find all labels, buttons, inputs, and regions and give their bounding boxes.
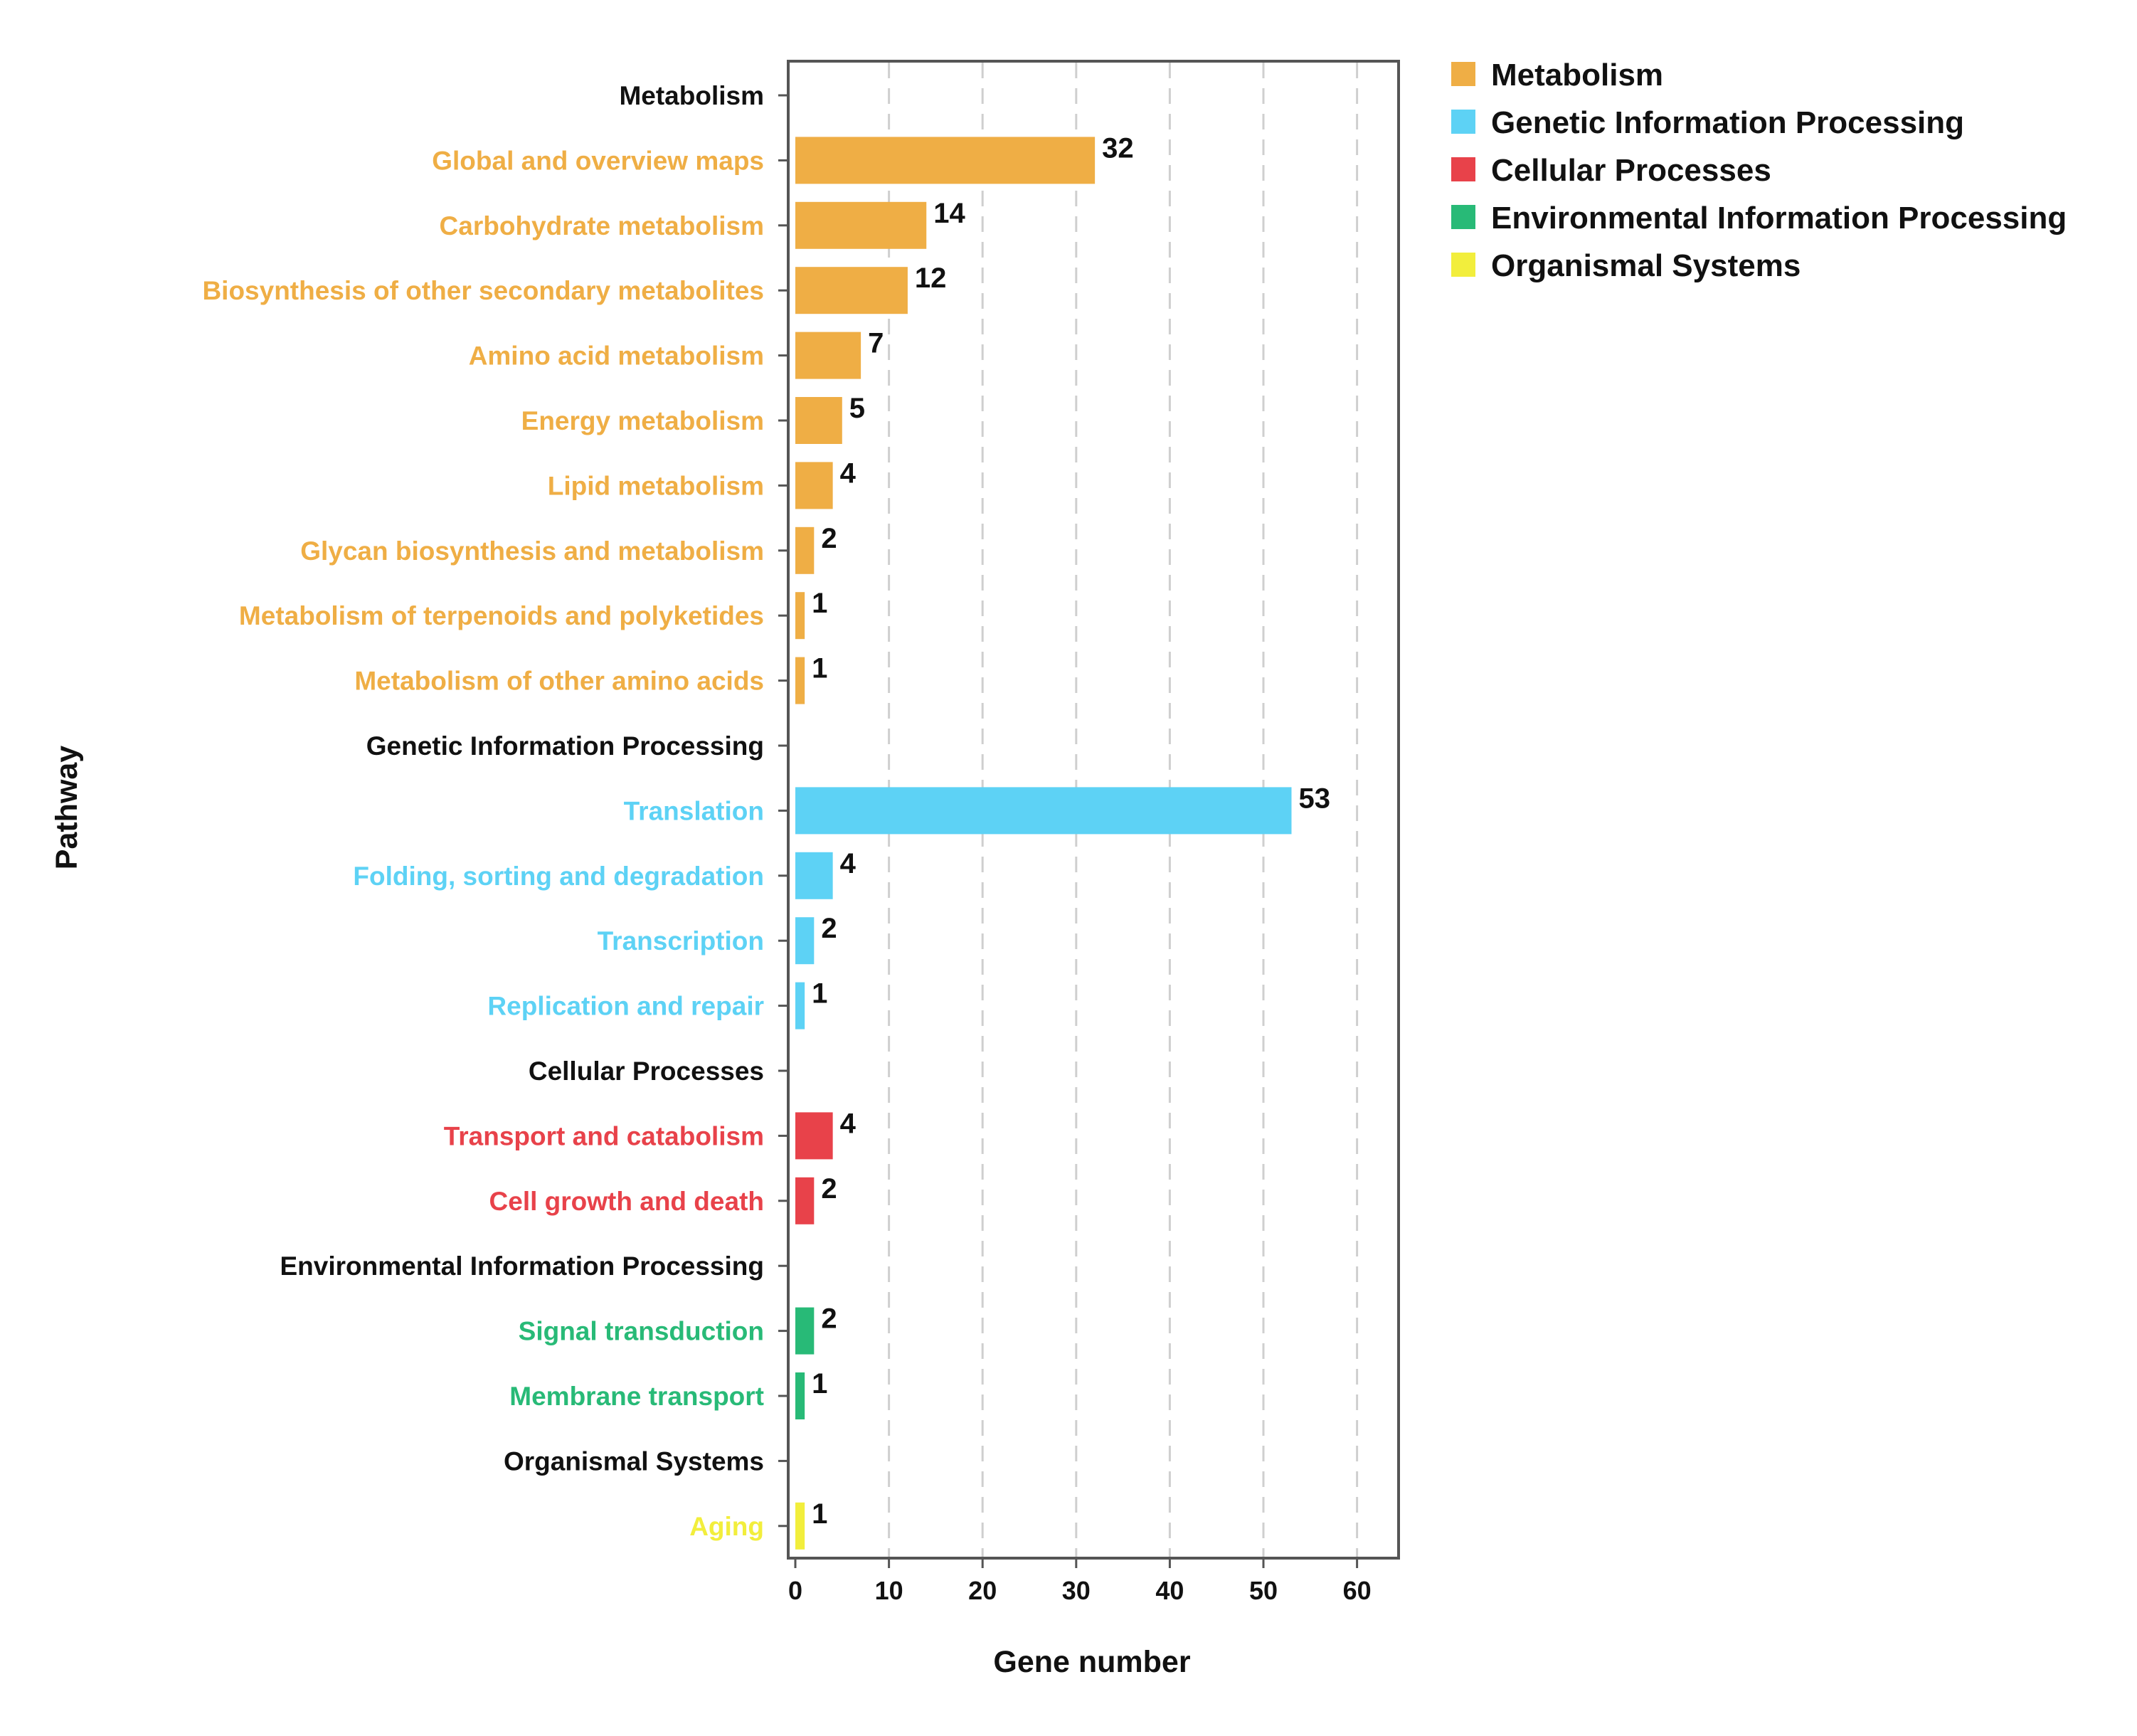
value-label: 1 — [812, 588, 827, 619]
value-label: 2 — [821, 1303, 837, 1335]
bar — [795, 332, 861, 379]
bar — [795, 1307, 815, 1355]
x-axis-ticks: 0 10 20 30 40 50 60 — [788, 1558, 1372, 1605]
value-label: 1 — [812, 978, 827, 1010]
value-label: 2 — [821, 523, 837, 554]
x-tick-label: 0 — [788, 1576, 802, 1605]
x-tick-label: 30 — [1062, 1576, 1091, 1605]
group-header-label: Organismal Systems — [504, 1446, 764, 1476]
legend-label: Organismal Systems — [1491, 248, 1801, 283]
legend-swatch — [1451, 62, 1475, 86]
y-axis-title: Pathway — [50, 746, 84, 870]
bar — [795, 137, 1096, 184]
bar — [795, 267, 908, 314]
legend: Metabolism Genetic Information Processing… — [1451, 58, 2067, 283]
group-header-label: Environmental Information Processing — [280, 1251, 764, 1281]
legend-label: Metabolism — [1491, 58, 1663, 92]
value-label: 4 — [840, 848, 857, 879]
bar — [795, 1372, 805, 1419]
category-label: Carbohydrate metabolism — [440, 211, 764, 240]
value-label: 4 — [840, 457, 857, 489]
legend-label: Environmental Information Processing — [1491, 201, 2067, 235]
value-label: 2 — [821, 913, 837, 944]
legend-swatch — [1451, 253, 1475, 277]
bar — [795, 917, 815, 965]
x-tick-label: 50 — [1249, 1576, 1278, 1605]
category-label: Amino acid metabolism — [469, 342, 764, 371]
category-label: Metabolism of terpenoids and polyketides — [239, 601, 764, 630]
category-label: Signal transduction — [519, 1317, 764, 1346]
value-label: 32 — [1102, 132, 1134, 164]
legend-swatch — [1451, 205, 1475, 229]
group-header-label: Metabolism — [619, 81, 764, 110]
group-header-label: Cellular Processes — [529, 1057, 764, 1086]
x-tick-label: 20 — [968, 1576, 997, 1605]
category-label: Glycan biosynthesis and metabolism — [300, 536, 764, 566]
bar — [795, 592, 805, 640]
category-label: Cell growth and death — [489, 1187, 764, 1216]
bar — [795, 657, 805, 704]
category-label: Folding, sorting and degradation — [353, 862, 764, 891]
category-label: Membrane transport — [509, 1382, 764, 1411]
legend-swatch — [1451, 157, 1475, 181]
value-label: 5 — [849, 393, 865, 424]
value-label: 4 — [840, 1108, 857, 1139]
category-label: Metabolism of other amino acids — [354, 667, 764, 696]
legend-swatch — [1451, 110, 1475, 134]
bar — [795, 1177, 815, 1224]
bar — [795, 1112, 833, 1160]
category-label: Replication and repair — [487, 992, 764, 1021]
category-label: Global and overview maps — [432, 146, 764, 175]
bars — [795, 137, 1292, 1550]
bar — [795, 787, 1292, 835]
category-label: Aging — [689, 1512, 764, 1541]
bar — [795, 201, 927, 249]
x-axis-title: Gene number — [993, 1645, 1190, 1679]
value-label: 12 — [915, 263, 947, 294]
value-label: 53 — [1298, 783, 1330, 814]
bar — [795, 982, 805, 1030]
y-axis-ticks: Metabolism Global and overview maps Carboh… — [202, 81, 788, 1541]
value-label: 1 — [812, 653, 827, 684]
category-label: Energy metabolism — [521, 406, 764, 435]
bar — [795, 526, 815, 574]
bar — [795, 852, 833, 899]
x-tick-label: 40 — [1155, 1576, 1184, 1605]
category-label: Biosynthesis of other secondary metaboli… — [202, 276, 764, 305]
x-tick-label: 10 — [875, 1576, 903, 1605]
value-label: 7 — [868, 328, 884, 359]
category-label: Transport and catabolism — [444, 1121, 764, 1150]
category-label: Lipid metabolism — [548, 471, 764, 500]
bar — [795, 462, 833, 509]
bar — [795, 397, 842, 444]
x-tick-label: 60 — [1343, 1576, 1372, 1605]
legend-label: Genetic Information Processing — [1491, 105, 1964, 140]
value-label: 1 — [812, 1498, 827, 1530]
group-header-label: Genetic Information Processing — [366, 731, 764, 761]
legend-label: Cellular Processes — [1491, 153, 1771, 188]
value-label: 14 — [933, 198, 965, 229]
value-label: 2 — [821, 1173, 837, 1205]
bar — [795, 1502, 805, 1550]
value-label: 1 — [812, 1368, 827, 1399]
category-label: Translation — [624, 796, 764, 825]
category-label: Transcription — [598, 926, 764, 956]
